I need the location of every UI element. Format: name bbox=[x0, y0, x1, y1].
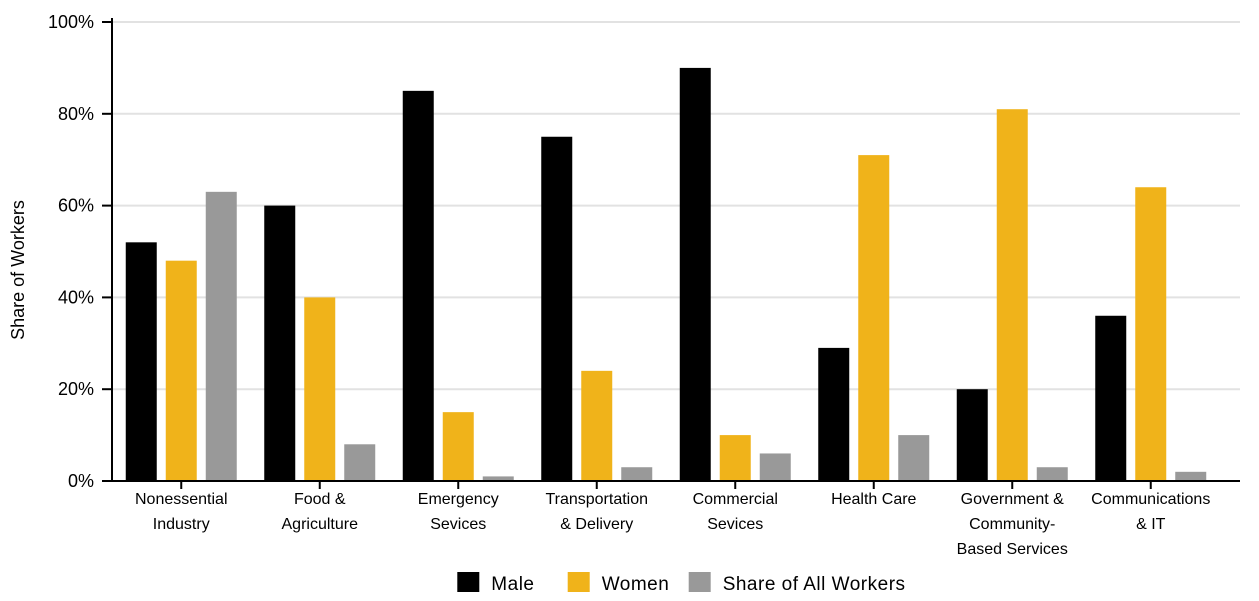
bar-share-of-all-workers bbox=[205, 191, 237, 481]
bar-male bbox=[956, 389, 988, 481]
bar-male bbox=[1095, 315, 1127, 481]
legend-swatch bbox=[688, 572, 711, 592]
bar-share-of-all-workers bbox=[621, 467, 653, 481]
bar-women bbox=[442, 412, 474, 481]
x-category-label: Health Care bbox=[831, 491, 916, 508]
x-category-label: Commercial Sevices bbox=[693, 491, 778, 533]
x-category-label: Food & Agriculture bbox=[282, 491, 359, 533]
x-axis-labels: Nonessential Industry Food & Agriculture Eme… bbox=[135, 481, 1210, 558]
bar-women bbox=[858, 155, 890, 482]
bar-women bbox=[304, 297, 336, 481]
bar-women bbox=[719, 435, 751, 481]
x-category-label: Nonessential Industry bbox=[135, 491, 228, 533]
legend-swatch bbox=[457, 572, 480, 592]
bar-share-of-all-workers bbox=[1175, 471, 1207, 481]
x-category-label: Communications & IT bbox=[1091, 491, 1210, 533]
bar-share-of-all-workers bbox=[898, 435, 930, 481]
bar-male bbox=[541, 136, 573, 481]
gridlines bbox=[112, 21, 1240, 391]
y-tick-label: 40% bbox=[58, 287, 94, 307]
y-tick-label: 20% bbox=[58, 379, 94, 399]
bar-male bbox=[264, 205, 296, 481]
x-category-label: Emergency Sevices bbox=[418, 491, 499, 533]
bar-share-of-all-workers bbox=[759, 453, 791, 481]
bar-share-of-all-workers bbox=[344, 444, 376, 481]
bar-male bbox=[402, 90, 434, 481]
bar-women bbox=[1135, 187, 1167, 482]
y-axis-title: Share of Workers bbox=[8, 200, 28, 340]
x-category-label: Government & Community-Based Services bbox=[957, 491, 1068, 558]
y-tick-label: 0% bbox=[68, 471, 94, 491]
y-tick-label: 60% bbox=[58, 196, 94, 216]
legend-swatch bbox=[567, 572, 590, 592]
y-axis-ticks: 0% 20% 40% 60% 80% 100% bbox=[48, 12, 112, 491]
legend: Male Women Share of All Workers bbox=[457, 572, 905, 595]
bar-male bbox=[818, 347, 850, 481]
bar-women bbox=[581, 370, 613, 481]
x-category-label: Transportation & Delivery bbox=[545, 491, 648, 533]
bar-women bbox=[996, 109, 1028, 482]
bar-male bbox=[125, 242, 157, 481]
bar-women bbox=[165, 260, 197, 481]
y-tick-label: 80% bbox=[58, 104, 94, 124]
bar-male bbox=[679, 67, 711, 482]
legend-label: Male bbox=[491, 574, 534, 595]
bar-share-of-all-workers bbox=[482, 476, 514, 481]
legend-label: Women bbox=[602, 574, 670, 595]
bar-share-of-all-workers bbox=[1036, 467, 1068, 481]
y-tick-label: 100% bbox=[48, 12, 94, 32]
bars bbox=[125, 67, 1207, 482]
legend-label: Share of All Workers bbox=[723, 574, 906, 595]
